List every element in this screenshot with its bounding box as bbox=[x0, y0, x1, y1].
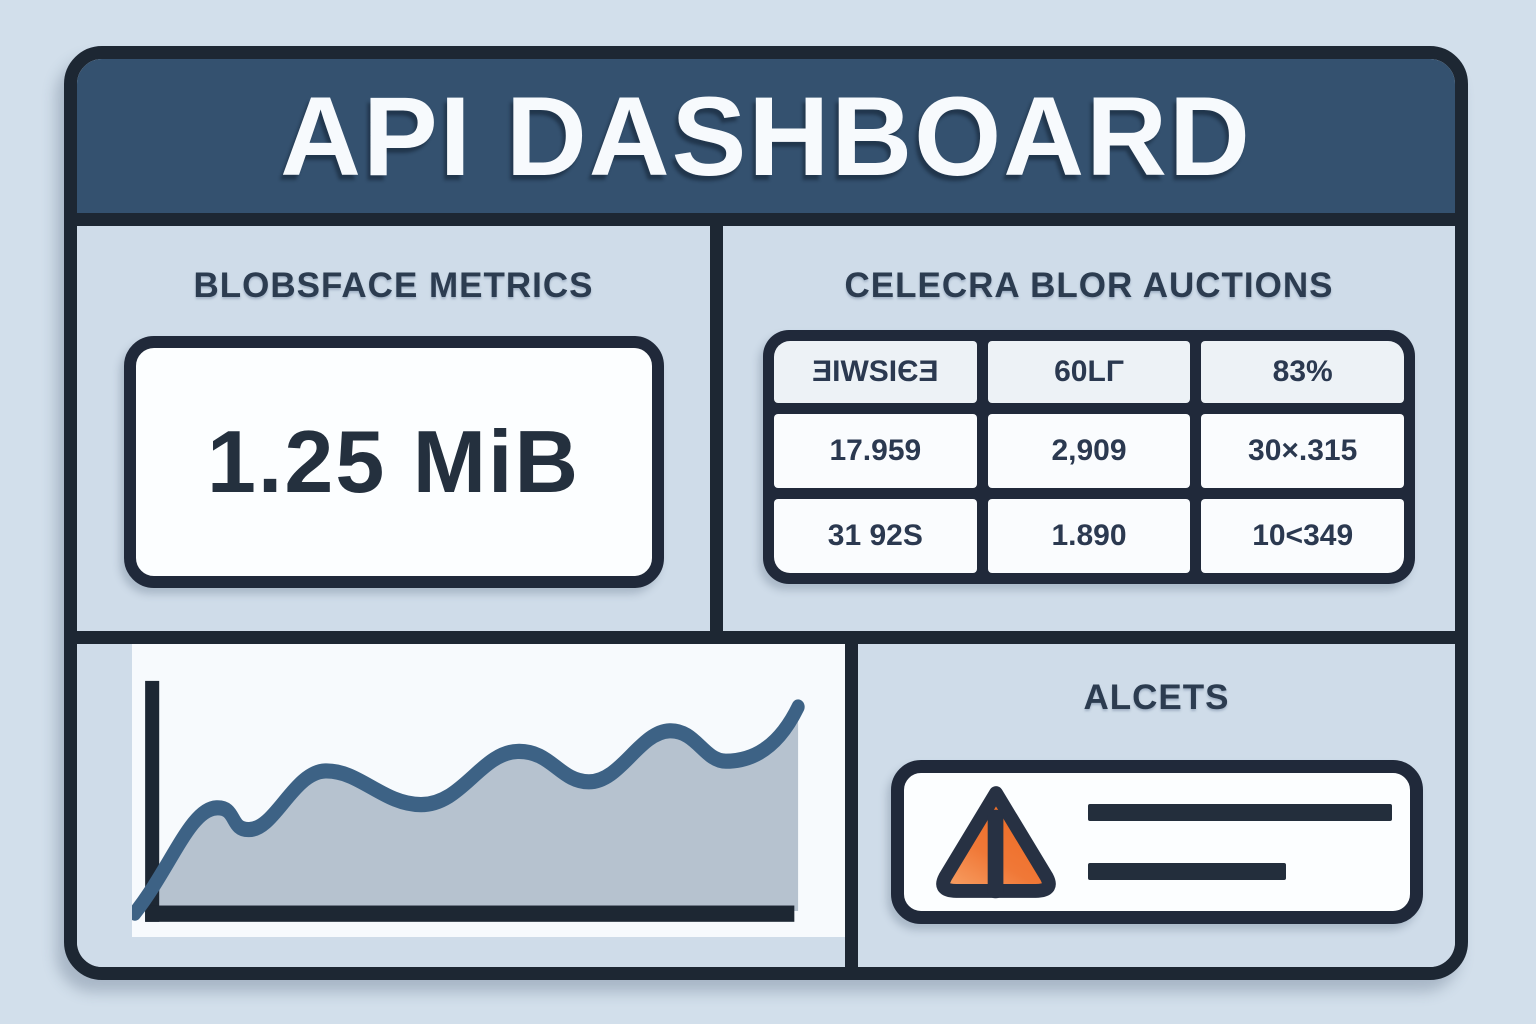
metric-value: 1.25 MiB bbox=[206, 412, 581, 511]
top-row: BLOBSFACE METRICS 1.25 MiB CELECRA BLOR … bbox=[77, 226, 1455, 644]
header-bar: API DASHBOARD bbox=[77, 59, 1455, 226]
table-cell: 2,909 bbox=[987, 414, 1191, 488]
alerts-panel-title: ALCETS bbox=[1083, 678, 1230, 717]
warning-triangle-icon bbox=[935, 786, 1056, 899]
metric-card: 1.25 MiB bbox=[123, 336, 664, 588]
chart-line bbox=[132, 699, 805, 921]
auctions-table: ƎIWSIЄƎ 60LΓ 83% 17.959 2,909 30×.315 31… bbox=[763, 330, 1415, 584]
table-cell: 10<349 bbox=[1201, 499, 1404, 573]
table-header-cell: ƎIWSIЄƎ bbox=[774, 341, 977, 403]
alert-card bbox=[890, 760, 1423, 924]
chart-panel bbox=[77, 644, 858, 967]
table-cell: 1.890 bbox=[987, 499, 1191, 573]
bottom-row: ALCETS bbox=[77, 644, 1455, 967]
alert-text-line bbox=[1087, 863, 1286, 880]
table-cell: 17.959 bbox=[774, 414, 977, 488]
alert-text-lines bbox=[1087, 804, 1392, 880]
chart-y-axis bbox=[145, 680, 160, 922]
table-header-cell: 83% bbox=[1201, 341, 1404, 403]
dashboard-frame: API DASHBOARD BLOBSFACE METRICS 1.25 MiB… bbox=[64, 46, 1468, 980]
auctions-panel: CELECRA BLOR AUCTIONS ƎIWSIЄƎ 60LΓ 83% 1… bbox=[723, 226, 1455, 631]
page-title: API DASHBOARD bbox=[280, 73, 1252, 199]
chart-x-axis bbox=[145, 905, 795, 922]
chart-surface bbox=[132, 644, 845, 937]
alert-text-line bbox=[1087, 804, 1392, 821]
alerts-panel: ALCETS bbox=[858, 644, 1455, 967]
table-cell: 31 92S bbox=[774, 499, 977, 573]
table-cell: 30×.315 bbox=[1201, 414, 1404, 488]
table-header-cell: 60LΓ bbox=[987, 341, 1191, 403]
traffic-line-chart bbox=[132, 680, 805, 922]
metrics-panel-title: BLOBSFACE METRICS bbox=[193, 266, 594, 305]
auctions-panel-title: CELECRA BLOR AUCTIONS bbox=[844, 266, 1334, 305]
metrics-panel: BLOBSFACE METRICS 1.25 MiB bbox=[77, 226, 723, 631]
